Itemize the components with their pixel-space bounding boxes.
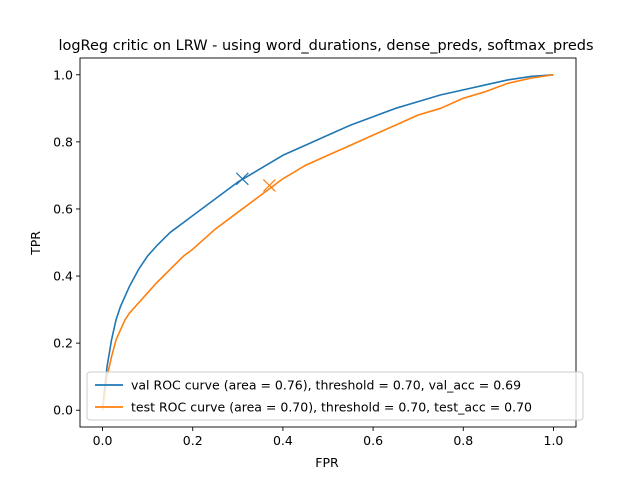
roc-curve-1 (101, 73, 554, 411)
x-axis-ticks: 0.0 0.2 0.4 0.6 0.8 1.0 (93, 427, 564, 448)
x-tick-label: 0.2 (183, 433, 203, 448)
x-axis-label: FPR (315, 455, 339, 470)
y-tick-label: 0.8 (53, 134, 73, 149)
chart-title: logReg critic on LRW - using word_durati… (58, 38, 593, 54)
x-tick-label: 0.0 (93, 433, 113, 448)
x-tick-label: 0.6 (363, 433, 383, 448)
threshold-marker-1-b (262, 179, 276, 192)
legend-box (86, 371, 584, 421)
y-tick-label: 0.2 (53, 336, 73, 351)
y-tick-label: 0.4 (53, 269, 73, 284)
legend-label-0: val ROC curve (area = 0.76), threshold =… (131, 378, 521, 393)
legend-label-1: test ROC curve (area = 0.70), threshold … (131, 400, 532, 415)
x-tick-label: 1.0 (544, 433, 564, 448)
y-axis-ticks: 0.0 0.2 0.4 0.6 0.8 1.0 (53, 67, 80, 418)
y-tick-label: 1.0 (53, 67, 73, 82)
x-tick-label: 0.4 (273, 433, 293, 448)
y-tick-label: 0.6 (53, 201, 73, 216)
y-axis-label: TPR (28, 231, 43, 256)
plot-area (79, 57, 577, 428)
roc-curve-0 (101, 73, 554, 411)
threshold-marker-0-b (235, 172, 249, 186)
legend: val ROC curve (area = 0.76), threshold =… (86, 371, 584, 421)
x-tick-label: 0.8 (453, 433, 473, 448)
y-tick-label: 0.0 (53, 403, 73, 418)
axes-frame (79, 57, 577, 428)
